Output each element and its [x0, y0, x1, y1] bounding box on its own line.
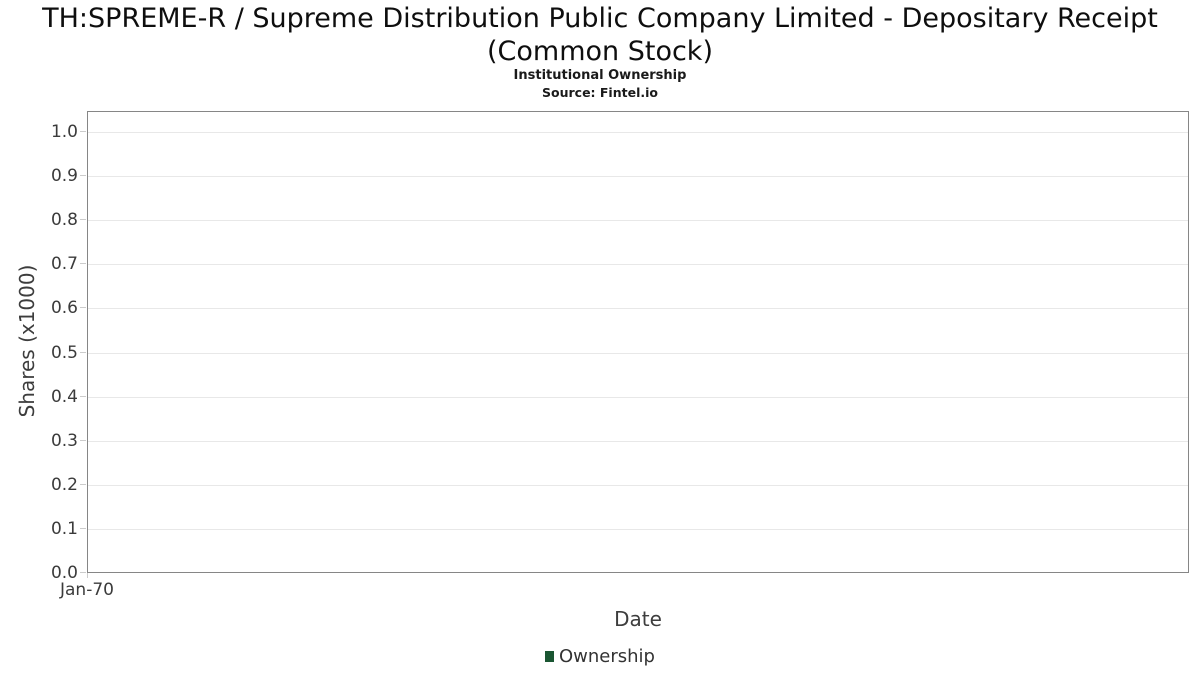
y-axis-tick-mark — [80, 263, 86, 265]
y-axis-tick-labels: 0.0 0.1 0.2 0.3 0.4 0.5 0.6 0.7 0.8 0.9 1.0 — [0, 111, 79, 583]
x-axis-tick-mark — [87, 573, 88, 578]
chart-title-line-1: TH:SPREME-R / Supreme Distribution Publi… — [42, 3, 1158, 34]
legend: Ownership — [0, 646, 1200, 667]
x-axis-label: Date — [614, 607, 662, 631]
gridline — [88, 308, 1188, 310]
gridline — [88, 396, 1188, 398]
y-axis-tick-mark — [80, 572, 86, 573]
source-label: Source: Fintel.io — [542, 85, 658, 100]
gridline — [88, 132, 1188, 133]
y-axis-tick-mark — [80, 527, 86, 529]
x-axis-tick-label: Jan-70 — [60, 580, 114, 600]
gridline — [88, 440, 1188, 442]
gridline — [88, 264, 1188, 266]
y-axis-tick-label: 0.3 — [50, 430, 78, 451]
y-axis-tick-label: 1.0 — [50, 122, 78, 142]
y-axis-tick-label: 0.5 — [50, 342, 78, 363]
gridline — [88, 352, 1188, 354]
y-axis-tick-mark — [80, 395, 86, 397]
chart-title: TH:SPREME-R / Supreme Distribution Publi… — [0, 2, 1200, 68]
plot-area — [87, 111, 1189, 573]
chart-subtitle: Institutional Ownership — [513, 68, 687, 83]
y-axis-tick-label: 0.9 — [50, 166, 78, 187]
y-axis-tick-label: 0.2 — [50, 474, 78, 495]
y-axis-tick-label: 0.0 — [50, 563, 78, 583]
y-axis-tick-mark — [80, 307, 86, 309]
gridline — [88, 220, 1188, 222]
legend-item-ownership[interactable]: Ownership — [545, 646, 655, 667]
y-axis-tick-label: 0.1 — [50, 518, 78, 539]
y-axis-tick-mark — [80, 351, 86, 353]
y-axis-tick-mark — [80, 439, 86, 441]
y-axis-tick-mark — [80, 131, 86, 132]
gridline — [88, 484, 1188, 486]
y-axis-tick-label: 0.7 — [50, 254, 78, 275]
chart-title-line-2: (Common Stock) — [487, 36, 713, 67]
legend-marker-icon — [545, 651, 554, 662]
gridline — [88, 528, 1188, 530]
y-axis-tick-mark — [80, 483, 86, 485]
y-axis-label: Shares (x1000) — [15, 264, 39, 418]
gridline — [88, 176, 1188, 178]
y-axis-tick-label: 0.8 — [50, 210, 78, 231]
y-axis-tick-label: 0.6 — [50, 298, 78, 319]
y-axis-tick-mark — [80, 175, 86, 177]
legend-label: Ownership — [559, 646, 655, 667]
y-axis-tick-marks — [80, 111, 87, 573]
y-axis-tick-mark — [80, 219, 86, 221]
y-axis-tick-label: 0.4 — [50, 386, 78, 407]
